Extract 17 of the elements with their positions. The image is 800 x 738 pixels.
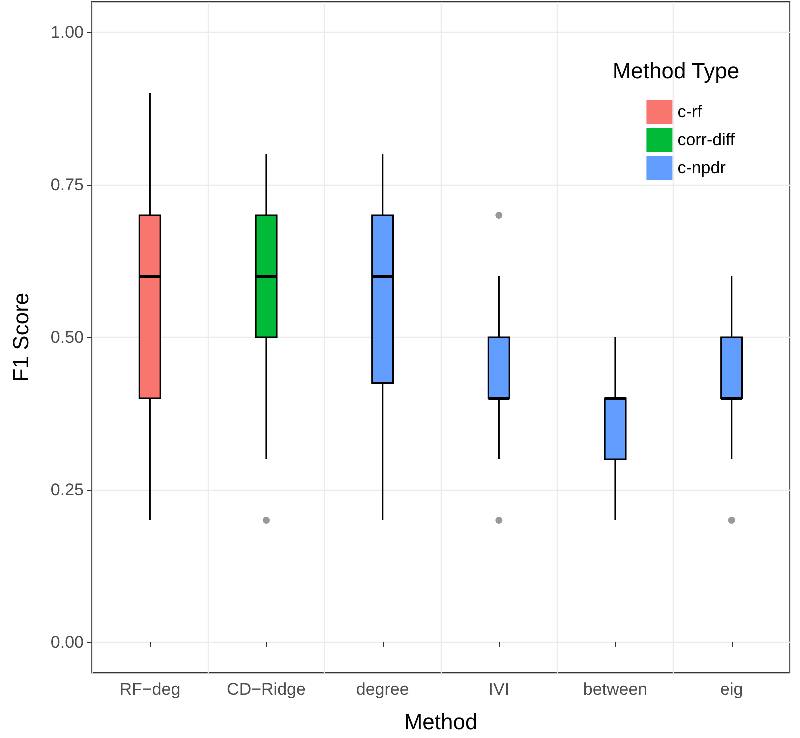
x-tick-label: between — [583, 680, 648, 699]
x-tick-label: CD−Ridge — [227, 680, 306, 699]
y-tick-label: 0.75 — [50, 176, 84, 194]
y-tick-label: 0.25 — [50, 480, 84, 500]
legend-label: c-npdr — [678, 158, 726, 178]
legend-label: c-rf — [678, 102, 703, 122]
x-tick-label: eig — [720, 680, 744, 699]
legend-label: corr-diff — [678, 130, 736, 150]
y-axis-title: F1 Score — [8, 292, 34, 382]
x-axis-title: Method — [404, 710, 478, 734]
x-tick-label: RF−deg — [120, 680, 181, 699]
x-tick-label: degree — [356, 680, 410, 699]
legend-title: Method Type — [612, 58, 740, 84]
y-tick-label: 1.00 — [50, 23, 84, 42]
y-tick-label: 0.50 — [50, 328, 84, 347]
x-tick-label: IVI — [488, 680, 510, 699]
y-tick-label: 0.00 — [50, 633, 84, 652]
